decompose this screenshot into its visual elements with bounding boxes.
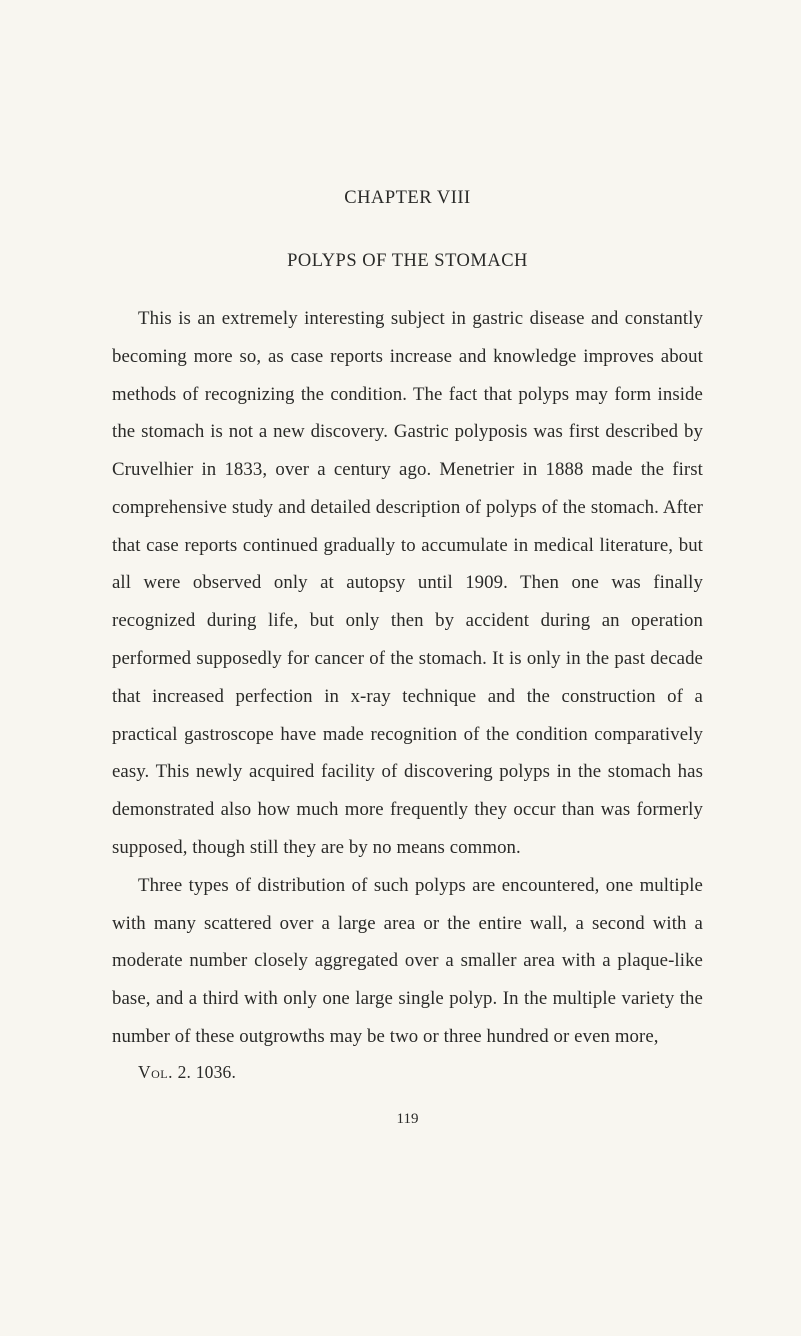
volume-line: Vol. 2. 1036. <box>112 1062 703 1083</box>
chapter-heading: CHAPTER VIII <box>112 188 703 209</box>
body-paragraph: Three types of distribution of such poly… <box>112 867 703 1056</box>
chapter-subtitle: POLYPS OF THE STOMACH <box>112 251 703 272</box>
volume-abbrev: Vol. <box>138 1062 173 1082</box>
volume-detail: 2. 1036. <box>173 1062 236 1082</box>
body-paragraph: This is an extremely interesting subject… <box>112 300 703 867</box>
page-number: 119 <box>112 1111 703 1128</box>
